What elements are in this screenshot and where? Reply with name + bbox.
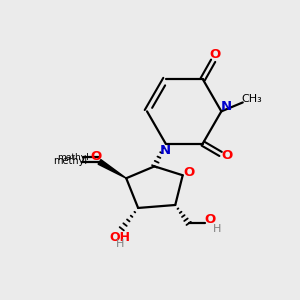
Text: H: H: [213, 224, 222, 234]
Text: O: O: [221, 149, 233, 162]
Text: methyl: methyl: [53, 156, 87, 166]
Text: O: O: [205, 213, 216, 226]
Text: O: O: [90, 150, 101, 163]
Text: H: H: [116, 239, 124, 249]
Text: CH₃: CH₃: [242, 94, 262, 104]
Text: O: O: [183, 166, 194, 179]
Text: N: N: [159, 145, 171, 158]
Text: N: N: [221, 100, 232, 112]
Text: O: O: [209, 48, 220, 61]
Text: methyl: methyl: [57, 153, 88, 162]
Polygon shape: [98, 160, 126, 178]
Text: OH: OH: [109, 231, 130, 244]
